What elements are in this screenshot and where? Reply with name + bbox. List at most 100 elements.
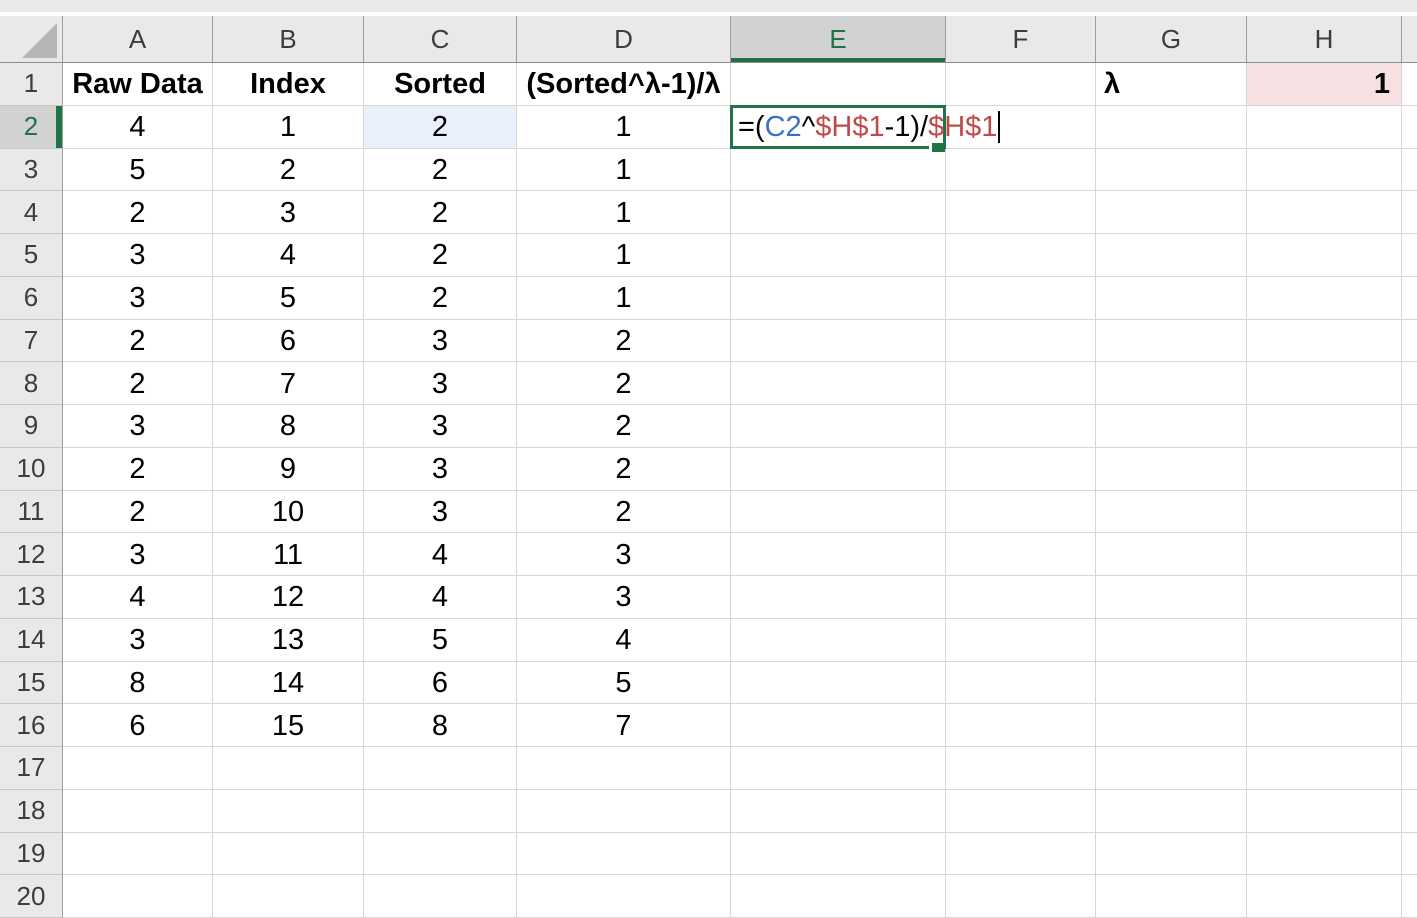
cell-G6[interactable] xyxy=(1096,276,1247,320)
cell-F15[interactable] xyxy=(946,661,1096,705)
cell-F18[interactable] xyxy=(946,789,1096,833)
cell-D9[interactable]: 2 xyxy=(517,405,731,448)
cell-A15[interactable]: 8 xyxy=(63,661,213,705)
cell-F11[interactable] xyxy=(946,490,1096,534)
cell-B20[interactable] xyxy=(213,875,364,918)
cell-A2[interactable]: 4 xyxy=(63,105,213,149)
cell-B12[interactable]: 11 xyxy=(213,533,364,576)
cell-E4[interactable] xyxy=(731,191,946,234)
cell-H5[interactable] xyxy=(1247,234,1402,277)
cell-F13[interactable] xyxy=(946,576,1096,619)
cell-D14[interactable]: 4 xyxy=(517,618,731,662)
cell-H9[interactable] xyxy=(1247,405,1402,448)
cell-A16[interactable]: 6 xyxy=(63,704,213,747)
cell-H8[interactable] xyxy=(1247,362,1402,405)
cell-E16[interactable] xyxy=(731,704,946,747)
cell-E10[interactable] xyxy=(731,447,946,491)
cell-B13[interactable]: 12 xyxy=(213,576,364,619)
row-header-17[interactable]: 17 xyxy=(0,747,63,790)
cell-G20[interactable] xyxy=(1096,875,1247,918)
cell-G1[interactable]: λ xyxy=(1096,63,1247,106)
column-header-A[interactable]: A xyxy=(63,16,213,63)
cell-C17[interactable] xyxy=(364,747,517,790)
row-header-4[interactable]: 4 xyxy=(0,191,63,234)
cell-G2[interactable] xyxy=(1096,105,1247,149)
cell-E1[interactable] xyxy=(731,63,946,106)
select-all-corner[interactable] xyxy=(0,16,63,63)
cell-C2[interactable]: 2 xyxy=(364,105,517,149)
cell-B2[interactable]: 1 xyxy=(213,105,364,149)
cell-G15[interactable] xyxy=(1096,661,1247,705)
cell-D15[interactable]: 5 xyxy=(517,661,731,705)
cell-A11[interactable]: 2 xyxy=(63,490,213,534)
cell-C5[interactable]: 2 xyxy=(364,234,517,277)
cell-C14[interactable]: 5 xyxy=(364,618,517,662)
cell-E18[interactable] xyxy=(731,789,946,833)
cell-B8[interactable]: 7 xyxy=(213,362,364,405)
cell-F19[interactable] xyxy=(946,832,1096,876)
cell-B10[interactable]: 9 xyxy=(213,447,364,491)
cell-E7[interactable] xyxy=(731,319,946,363)
cell-C1[interactable]: Sorted xyxy=(364,63,517,106)
cell-C20[interactable] xyxy=(364,875,517,918)
cell-D1[interactable]: (Sorted^λ-1)/λ xyxy=(517,63,731,106)
cell-A8[interactable]: 2 xyxy=(63,362,213,405)
cell-E19[interactable] xyxy=(731,832,946,876)
cell-A10[interactable]: 2 xyxy=(63,447,213,491)
cell-G7[interactable] xyxy=(1096,319,1247,363)
cell-D2[interactable]: 1 xyxy=(517,105,731,149)
column-header-E[interactable]: E xyxy=(731,16,946,63)
cell-G18[interactable] xyxy=(1096,789,1247,833)
cell-E8[interactable] xyxy=(731,362,946,405)
cell-B9[interactable]: 8 xyxy=(213,405,364,448)
row-header-18[interactable]: 18 xyxy=(0,789,63,833)
column-header-H[interactable]: H xyxy=(1247,16,1402,63)
cell-F17[interactable] xyxy=(946,747,1096,790)
cell-B14[interactable]: 13 xyxy=(213,618,364,662)
cell-C15[interactable]: 6 xyxy=(364,661,517,705)
cell-G11[interactable] xyxy=(1096,490,1247,534)
cell-F20[interactable] xyxy=(946,875,1096,918)
row-header-15[interactable]: 15 xyxy=(0,661,63,705)
cell-C6[interactable]: 2 xyxy=(364,276,517,320)
cell-G8[interactable] xyxy=(1096,362,1247,405)
cell-G3[interactable] xyxy=(1096,148,1247,192)
cell-E14[interactable] xyxy=(731,618,946,662)
cell-B16[interactable]: 15 xyxy=(213,704,364,747)
cell-A14[interactable]: 3 xyxy=(63,618,213,662)
cell-A9[interactable]: 3 xyxy=(63,405,213,448)
cell-D12[interactable]: 3 xyxy=(517,533,731,576)
row-header-1[interactable]: 1 xyxy=(0,63,63,106)
cell-B19[interactable] xyxy=(213,832,364,876)
cell-H19[interactable] xyxy=(1247,832,1402,876)
cell-C4[interactable]: 2 xyxy=(364,191,517,234)
cell-D4[interactable]: 1 xyxy=(517,191,731,234)
cell-F3[interactable] xyxy=(946,148,1096,192)
cell-D5[interactable]: 1 xyxy=(517,234,731,277)
cell-B11[interactable]: 10 xyxy=(213,490,364,534)
cell-A3[interactable]: 5 xyxy=(63,148,213,192)
cell-C11[interactable]: 3 xyxy=(364,490,517,534)
column-header-G[interactable]: G xyxy=(1096,16,1247,63)
cell-G14[interactable] xyxy=(1096,618,1247,662)
cell-E9[interactable] xyxy=(731,405,946,448)
cell-A5[interactable]: 3 xyxy=(63,234,213,277)
cell-G13[interactable] xyxy=(1096,576,1247,619)
cell-C3[interactable]: 2 xyxy=(364,148,517,192)
cell-F8[interactable] xyxy=(946,362,1096,405)
cell-B1[interactable]: Index xyxy=(213,63,364,106)
cell-D6[interactable]: 1 xyxy=(517,276,731,320)
cell-A19[interactable] xyxy=(63,832,213,876)
cell-F5[interactable] xyxy=(946,234,1096,277)
cell-D10[interactable]: 2 xyxy=(517,447,731,491)
cell-B4[interactable]: 3 xyxy=(213,191,364,234)
row-header-20[interactable]: 20 xyxy=(0,875,63,918)
cell-H14[interactable] xyxy=(1247,618,1402,662)
cell-H17[interactable] xyxy=(1247,747,1402,790)
cell-H12[interactable] xyxy=(1247,533,1402,576)
cell-A20[interactable] xyxy=(63,875,213,918)
cell-E11[interactable] xyxy=(731,490,946,534)
cell-E13[interactable] xyxy=(731,576,946,619)
cell-A6[interactable]: 3 xyxy=(63,276,213,320)
cell-F14[interactable] xyxy=(946,618,1096,662)
